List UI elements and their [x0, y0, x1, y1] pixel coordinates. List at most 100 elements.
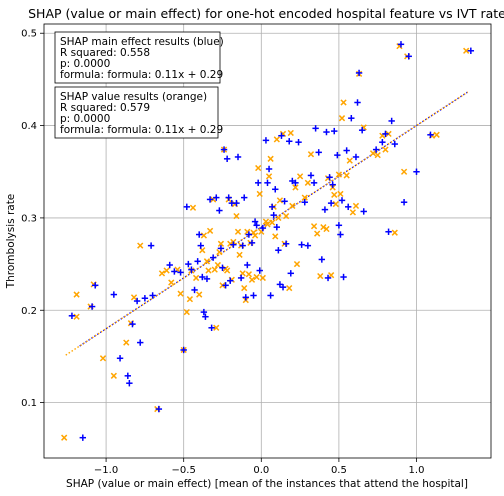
blue-plus-marker: [354, 99, 361, 106]
orange-x-marker: [264, 221, 271, 228]
y-tick-label: 0.4: [21, 121, 37, 132]
blue-plus-marker: [298, 241, 305, 248]
x-tick-label: 0.5: [331, 465, 347, 476]
orange-x-marker: [73, 313, 80, 320]
blue-plus-marker: [227, 277, 234, 284]
blue-plus-marker: [355, 69, 363, 77]
orange-p-value: p: 0.0000: [60, 113, 110, 125]
blue-plus-marker: [253, 222, 260, 229]
orange-x-marker: [310, 223, 318, 230]
orange-x-marker: [286, 284, 293, 292]
blue-plus-marker: [242, 294, 249, 301]
blue-plus-marker: [321, 206, 329, 213]
y-tick-label: 0.3: [21, 213, 37, 224]
blue-plus-marker: [379, 138, 386, 146]
blue-plus-marker: [331, 127, 338, 135]
blue-plus-marker: [223, 155, 231, 163]
blue-plus-marker: [358, 126, 366, 134]
orange-x-marker: [307, 151, 315, 158]
blue-plus-marker: [275, 247, 282, 254]
blue-plus-marker: [203, 275, 211, 283]
x-tick-label: 1.0: [409, 465, 425, 476]
blue-plus-marker: [237, 274, 245, 282]
blue-plus-marker: [129, 320, 136, 328]
orange-x-marker: [352, 202, 360, 210]
blue-plus-marker: [327, 199, 335, 207]
blue-plus-marker: [155, 405, 163, 413]
orange-x-marker: [349, 209, 356, 216]
orange-x-marker: [227, 240, 234, 247]
blue-plus-marker: [278, 132, 285, 139]
orange-x-marker: [192, 274, 200, 282]
blue-plus-marker: [400, 199, 408, 206]
orange-x-marker: [374, 151, 381, 159]
orange-x-marker: [163, 267, 170, 274]
blue-plus-marker: [295, 138, 302, 146]
orange-x-marker: [224, 267, 231, 274]
trend-layer: [65, 91, 469, 356]
orange-x-marker: [346, 157, 353, 164]
orange-x-marker: [276, 197, 284, 204]
blue-plus-marker: [110, 291, 118, 298]
orange-results-box: SHAP value results (orange) R squared: 0…: [54, 86, 223, 139]
blue-plus-marker: [79, 434, 87, 441]
blue-plus-marker: [116, 355, 124, 362]
orange-x-marker: [241, 284, 248, 292]
orange-x-marker: [275, 214, 282, 222]
orange-x-marker: [61, 434, 68, 441]
orange-x-marker: [234, 228, 242, 235]
blue-plus-marker: [323, 128, 330, 136]
orange-x-marker: [289, 202, 296, 210]
blue-plus-marker: [196, 231, 203, 238]
orange-x-marker: [340, 99, 347, 106]
blue-plus-marker: [352, 153, 360, 161]
blue-plus-marker: [217, 245, 225, 252]
x-axis-label: SHAP (value or main effect) [mean of the…: [66, 478, 468, 490]
orange-x-marker: [304, 179, 311, 186]
orange-x-marker: [110, 372, 117, 379]
blue-plus-marker: [220, 146, 228, 153]
blue-plus-marker: [209, 254, 217, 261]
orange-x-marker: [177, 290, 184, 297]
orange-x-marker: [99, 355, 107, 362]
points-layer: [61, 41, 475, 441]
blue-plus-marker: [270, 211, 277, 219]
orange-x-marker: [267, 155, 274, 162]
blue-plus-marker: [177, 269, 184, 276]
blue-plus-marker: [250, 292, 257, 299]
orange-x-marker: [463, 47, 470, 54]
blue-plus-marker: [413, 168, 420, 175]
blue-r-squared: R squared: 0.558: [60, 47, 150, 59]
orange-x-marker: [137, 242, 144, 249]
orange-x-marker: [183, 308, 190, 316]
blue-plus-marker: [329, 181, 336, 188]
blue-plus-marker: [334, 151, 341, 159]
blue-plus-marker: [126, 380, 133, 387]
blue-plus-marker: [222, 282, 229, 289]
x-tick-label: −1.0: [94, 465, 118, 476]
x-tick-label: −0.5: [172, 465, 196, 476]
blue-plus-marker: [233, 199, 240, 207]
orange-x-marker: [317, 272, 324, 280]
orange-x-marker: [248, 276, 256, 283]
blue-plus-marker: [216, 207, 223, 214]
blue-plus-marker: [68, 312, 76, 319]
blue-plus-marker: [286, 138, 293, 145]
orange-x-marker: [335, 171, 343, 178]
orange-x-marker: [287, 129, 294, 137]
blue-plus-marker: [312, 125, 319, 132]
blue-plus-marker: [185, 260, 192, 268]
blue-plus-marker: [360, 208, 367, 215]
orange-formula: formula: formula: 0.11x + 0.29: [60, 124, 223, 136]
blue-plus-marker: [147, 242, 155, 249]
y-tick-label: 0.5: [21, 29, 37, 40]
blue-plus-marker: [287, 270, 294, 277]
orange-x-marker: [123, 339, 130, 346]
blue-plus-marker: [326, 174, 333, 181]
blue-plus-marker: [202, 313, 209, 320]
orange-x-marker: [400, 168, 408, 175]
blue-plus-marker: [340, 273, 347, 281]
tick-layer: −1.0 −0.5 0.0 0.5 1.0 0.1 0.2 0.3 0.4 0.5: [21, 29, 424, 476]
orange-x-marker: [273, 136, 280, 143]
orange-x-marker: [323, 225, 330, 233]
